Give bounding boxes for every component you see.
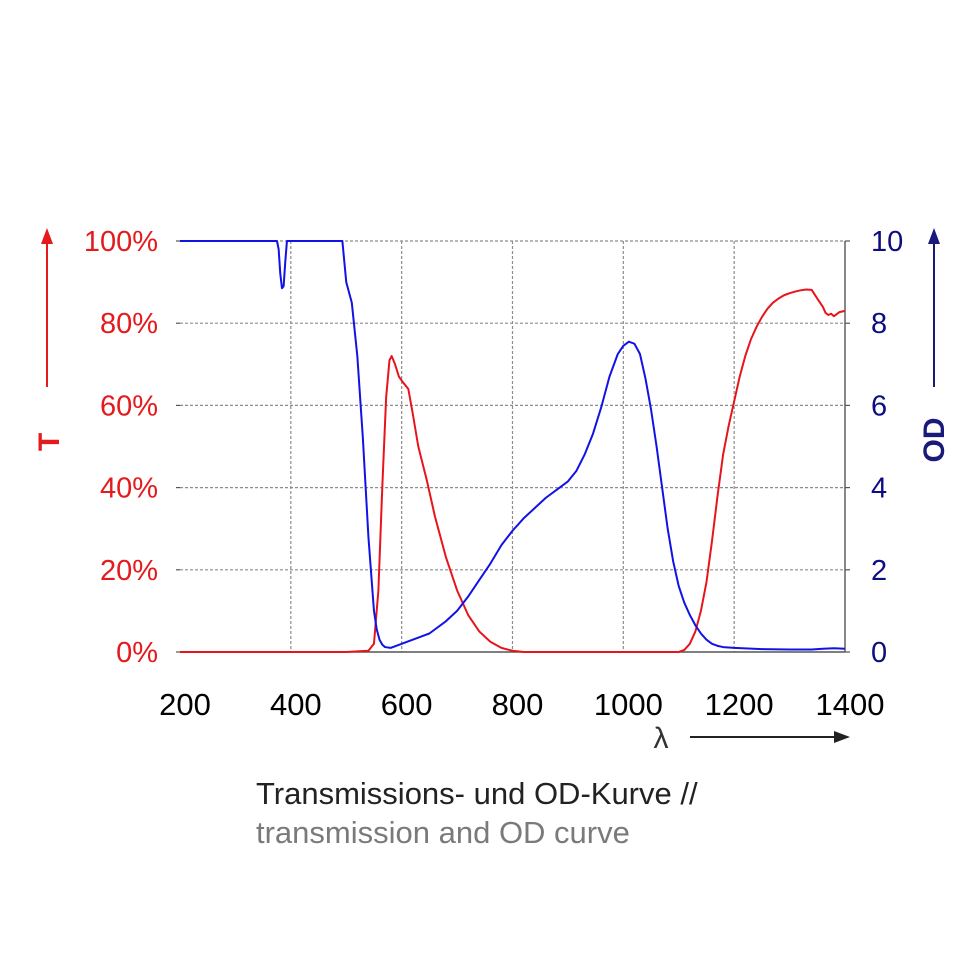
x-tick-label: 1000 xyxy=(594,687,663,722)
caption-english: transmission and OD curve xyxy=(256,815,630,850)
axis-labels: T OD λ xyxy=(33,228,951,755)
series-lines xyxy=(180,240,846,653)
caption-german: Transmissions- und OD-Kurve // xyxy=(256,776,698,811)
x-tick-label: 400 xyxy=(270,687,322,722)
od-curve xyxy=(180,240,846,651)
left-tick-label: 20% xyxy=(100,555,158,587)
right-axis-label: OD xyxy=(918,418,951,463)
x-tick-label: 1200 xyxy=(705,687,774,722)
left-axis-arrow-head xyxy=(41,228,53,244)
right-tick-label: 10 xyxy=(871,226,903,258)
right-tick-label: 8 xyxy=(871,308,887,340)
left-tick-label: 80% xyxy=(100,308,158,340)
x-tick-label: 800 xyxy=(492,687,544,722)
tick-labels: 0% 20% 40% 60% 80% 100% 0 2 4 6 8 10 200 400 600 800 100… xyxy=(84,226,903,722)
left-tick-label: 60% xyxy=(100,390,158,422)
right-tick-label: 0 xyxy=(871,637,887,669)
x-tick-label: 1400 xyxy=(816,687,885,722)
left-tick-label: 100% xyxy=(84,226,158,258)
transmission-curve xyxy=(180,288,846,653)
left-tick-label: 40% xyxy=(100,473,158,505)
right-axis-arrow-head xyxy=(928,228,940,244)
grid xyxy=(180,240,845,652)
x-axis-arrow-head xyxy=(834,731,850,743)
left-axis-label: T xyxy=(33,433,66,451)
right-tick-label: 2 xyxy=(871,555,887,587)
x-axis-label: λ xyxy=(654,722,669,755)
left-tick-label: 0% xyxy=(116,637,158,669)
x-tick-label: 600 xyxy=(381,687,433,722)
right-tick-label: 6 xyxy=(871,390,887,422)
x-tick-label: 200 xyxy=(159,687,211,722)
right-tick-label: 4 xyxy=(871,473,887,505)
